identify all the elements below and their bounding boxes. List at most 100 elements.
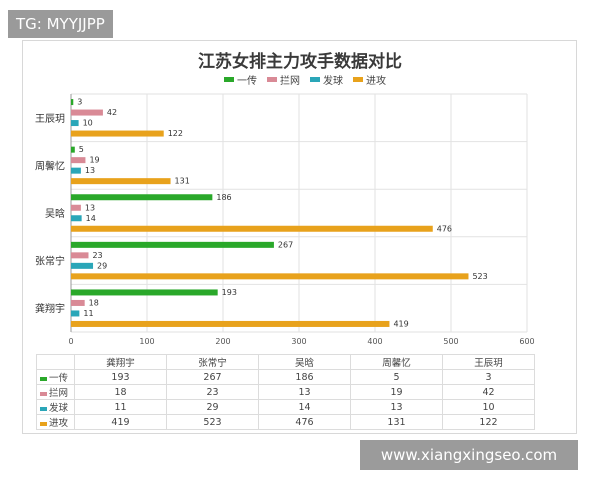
bar bbox=[71, 178, 171, 185]
x-tick-label: 300 bbox=[291, 337, 306, 346]
table-row-label: 拦网 bbox=[36, 384, 75, 400]
y-tick-label: 张常宁 bbox=[35, 255, 65, 268]
data-label: 3 bbox=[77, 98, 82, 107]
chart-title: 江苏女排主力攻手数据对比 bbox=[198, 52, 402, 72]
table-cell: 186 bbox=[258, 369, 351, 385]
bar bbox=[71, 120, 79, 127]
table-row: 拦网 18 23 13 19 42 bbox=[36, 384, 535, 400]
row-swatch bbox=[40, 406, 47, 411]
legend-item[interactable]: 发球 bbox=[310, 72, 343, 87]
row-label: 拦网 bbox=[49, 388, 69, 399]
row-swatch bbox=[40, 376, 47, 381]
x-tick-label: 100 bbox=[139, 337, 154, 346]
table-row-label: 一传 bbox=[36, 369, 75, 385]
table-cell: 13 bbox=[258, 384, 351, 400]
bar bbox=[71, 109, 103, 116]
table-cell: 476 bbox=[258, 414, 351, 430]
legend-label: 拦网 bbox=[280, 75, 300, 87]
row-swatch bbox=[40, 391, 47, 396]
bar bbox=[71, 225, 433, 232]
y-tick-label: 吴晗 bbox=[45, 207, 65, 220]
bar bbox=[71, 273, 469, 280]
x-tick-label: 600 bbox=[519, 337, 534, 346]
bar bbox=[71, 99, 74, 106]
legend-label: 一传 bbox=[237, 75, 257, 87]
table-header: 龚翔宇 bbox=[74, 354, 167, 370]
legend-swatch bbox=[224, 76, 234, 82]
data-label: 19 bbox=[89, 156, 99, 165]
data-label: 13 bbox=[85, 166, 95, 175]
chart-legend: 一传 拦网 发球 进攻 bbox=[224, 72, 386, 87]
y-tick-label: 周馨忆 bbox=[35, 159, 65, 172]
data-label: 42 bbox=[107, 108, 117, 117]
bar bbox=[71, 194, 213, 201]
legend-label: 发球 bbox=[323, 75, 343, 87]
data-table: 龚翔宇 张常宁 吴晗 周馨忆 王辰玥 一传 193 267 186 5 3 拦网… bbox=[36, 354, 535, 430]
table-header-row: 龚翔宇 张常宁 吴晗 周馨忆 王辰玥 bbox=[36, 354, 535, 370]
table-corner bbox=[36, 354, 75, 370]
data-label: 10 bbox=[83, 119, 93, 128]
table-row: 发球 11 29 14 13 10 bbox=[36, 399, 535, 415]
data-label: 523 bbox=[472, 272, 487, 281]
data-label: 23 bbox=[92, 251, 102, 260]
table-header: 王辰玥 bbox=[442, 354, 535, 370]
table-cell: 13 bbox=[350, 399, 443, 415]
data-label: 18 bbox=[89, 298, 99, 307]
legend-item[interactable]: 拦网 bbox=[267, 72, 300, 87]
y-tick-label: 王辰玥 bbox=[35, 113, 65, 125]
legend-item[interactable]: 进攻 bbox=[353, 72, 386, 87]
bar bbox=[71, 146, 75, 153]
watermark-url: www.xiangxingseo.com bbox=[360, 440, 578, 470]
table-cell: 267 bbox=[166, 369, 259, 385]
x-tick-label: 400 bbox=[367, 337, 382, 346]
bar bbox=[71, 289, 218, 296]
bar bbox=[71, 299, 85, 306]
data-label: 5 bbox=[79, 145, 84, 154]
table-cell: 5 bbox=[350, 369, 443, 385]
bar bbox=[71, 241, 274, 248]
table-cell: 122 bbox=[442, 414, 535, 430]
table-cell: 23 bbox=[166, 384, 259, 400]
row-label: 进攻 bbox=[49, 418, 69, 429]
table-cell: 18 bbox=[74, 384, 167, 400]
data-label: 186 bbox=[216, 193, 231, 202]
table-row: 进攻 419 523 476 131 122 bbox=[36, 414, 535, 430]
table-header: 张常宁 bbox=[166, 354, 259, 370]
table-row: 一传 193 267 186 5 3 bbox=[36, 369, 535, 385]
bar bbox=[71, 204, 81, 211]
bar bbox=[71, 310, 80, 317]
table-cell: 42 bbox=[442, 384, 535, 400]
row-label: 一传 bbox=[49, 373, 69, 384]
data-label: 193 bbox=[222, 288, 237, 297]
table-row-label: 发球 bbox=[36, 399, 75, 415]
legend-item[interactable]: 一传 bbox=[224, 72, 257, 87]
x-tick-label: 500 bbox=[443, 337, 458, 346]
data-label: 419 bbox=[393, 319, 408, 328]
data-label: 131 bbox=[175, 177, 190, 186]
bar bbox=[71, 167, 81, 174]
table-cell: 29 bbox=[166, 399, 259, 415]
bar bbox=[71, 320, 390, 327]
data-label: 476 bbox=[437, 224, 452, 233]
table-cell: 523 bbox=[166, 414, 259, 430]
table-cell: 131 bbox=[350, 414, 443, 430]
table-header: 吴晗 bbox=[258, 354, 351, 370]
table-cell: 193 bbox=[74, 369, 167, 385]
x-tick-label: 0 bbox=[68, 337, 73, 346]
row-label: 发球 bbox=[49, 403, 69, 414]
bar bbox=[71, 130, 164, 137]
table-cell: 19 bbox=[350, 384, 443, 400]
bar bbox=[71, 262, 94, 269]
legend-swatch bbox=[353, 76, 363, 82]
channel-tag: TG: MYYJJPP bbox=[8, 10, 113, 38]
legend-swatch bbox=[267, 76, 277, 82]
data-label: 11 bbox=[83, 309, 93, 318]
y-tick-label: 龚翔宇 bbox=[35, 302, 65, 315]
bar bbox=[71, 215, 82, 222]
row-swatch bbox=[40, 421, 47, 426]
table-cell: 14 bbox=[258, 399, 351, 415]
table-cell: 10 bbox=[442, 399, 535, 415]
bar bbox=[71, 252, 89, 259]
legend-swatch bbox=[310, 76, 320, 82]
